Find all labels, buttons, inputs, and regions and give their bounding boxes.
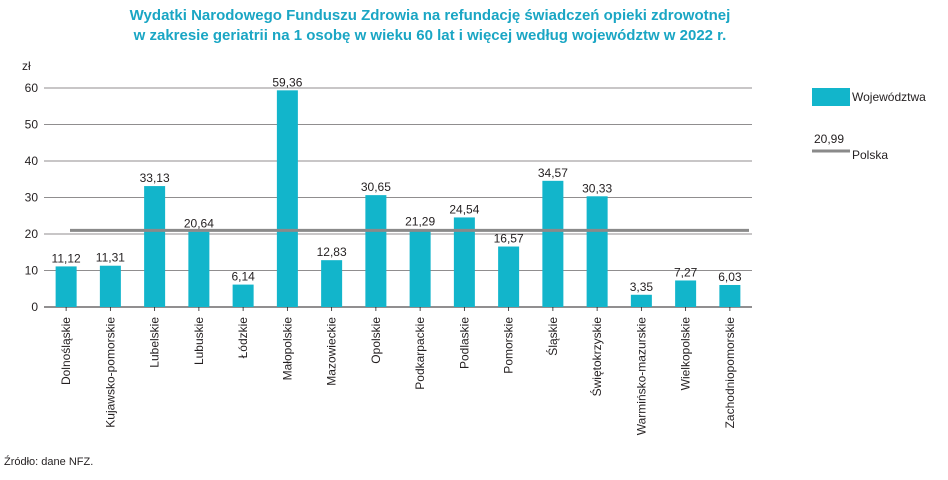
data-label: 33,13	[140, 171, 170, 185]
bars	[55, 90, 741, 307]
bar	[409, 229, 431, 307]
category-label: Wielkopolskie	[679, 317, 693, 391]
category-label: Lubelskie	[148, 317, 162, 368]
legend-swatch-wojewodztwa	[812, 88, 850, 106]
bar	[232, 284, 254, 307]
y-tick-label: 20	[25, 227, 39, 241]
bar	[453, 217, 475, 307]
data-label: 11,31	[96, 251, 125, 265]
bar	[586, 196, 608, 307]
category-label: Warmińsko-mazurskie	[634, 317, 648, 436]
data-label: 30,65	[361, 180, 391, 194]
bar	[719, 284, 741, 307]
bar	[630, 294, 652, 307]
data-label: 24,54	[449, 202, 479, 216]
bar	[276, 90, 298, 307]
y-axis-unit: zł	[22, 59, 31, 73]
category-label: Podkarpackie	[413, 317, 427, 390]
category-label: Lubuskie	[192, 317, 206, 365]
category-label: Łódzkie	[236, 317, 250, 359]
category-label: Małopolskie	[280, 317, 294, 381]
data-label: 7,27	[674, 265, 698, 279]
category-label: Pomorskie	[502, 317, 516, 374]
legend-value-polska: 20,99	[814, 132, 844, 146]
y-tick-label: 40	[25, 154, 39, 168]
data-label: 12,83	[317, 245, 347, 259]
data-label: 34,57	[538, 166, 568, 180]
bar	[542, 180, 564, 307]
bar	[675, 280, 697, 307]
data-label: 30,33	[582, 181, 612, 195]
chart-title: Wydatki Narodowego Funduszu Zdrowia na r…	[0, 6, 860, 46]
category-labels: Dolnośląskie Kujawsko-pomorskie Lubelskie L…	[59, 307, 737, 435]
category-label: Dolnośląskie	[59, 317, 73, 385]
category-label: Kujawsko-pomorskie	[103, 317, 117, 428]
legend-label-wojewodztwa: Województwa	[852, 90, 926, 104]
data-label: 6,03	[718, 270, 742, 284]
bar	[365, 195, 387, 307]
y-tick-label: 50	[25, 118, 39, 132]
category-label: Zachodniopomorskie	[723, 317, 737, 429]
y-tick-label: 60	[25, 81, 39, 95]
category-label: Podlaskie	[457, 317, 471, 369]
legend-label-polska: Polska	[852, 148, 888, 162]
data-labels: 11,12 11,31 33,13 20,64 6,14 59,36 12,83 30,65 2…	[52, 75, 742, 293]
bar	[321, 260, 343, 307]
category-label: Świętokrzyskie	[589, 317, 604, 397]
data-label: 20,64	[184, 217, 214, 231]
bar	[55, 266, 77, 307]
data-label: 21,29	[405, 214, 435, 228]
bar	[498, 246, 520, 307]
data-label: 6,14	[231, 270, 255, 284]
category-label: Opolskie	[369, 317, 383, 364]
y-tick-label: 0	[31, 300, 38, 314]
source-note: Źródło: dane NFZ.	[4, 456, 94, 468]
category-label: Śląskie	[545, 317, 560, 356]
chart-title-line-2: w zakresie geriatrii na 1 osobę w wieku …	[133, 27, 727, 44]
bar	[99, 265, 121, 307]
y-tick-label: 30	[25, 191, 39, 205]
chart-title-line-1: Wydatki Narodowego Funduszu Zdrowia na r…	[129, 7, 731, 24]
bar	[144, 186, 166, 307]
data-label: 3,35	[630, 280, 654, 294]
bar	[188, 231, 210, 307]
legend: Województwa 20,99 Polska	[812, 88, 926, 162]
y-tick-label: 10	[25, 264, 39, 278]
category-label: Mazowieckie	[325, 317, 339, 386]
data-label: 59,36	[272, 75, 302, 89]
data-label: 11,12	[52, 251, 81, 265]
data-label: 16,57	[494, 232, 524, 246]
